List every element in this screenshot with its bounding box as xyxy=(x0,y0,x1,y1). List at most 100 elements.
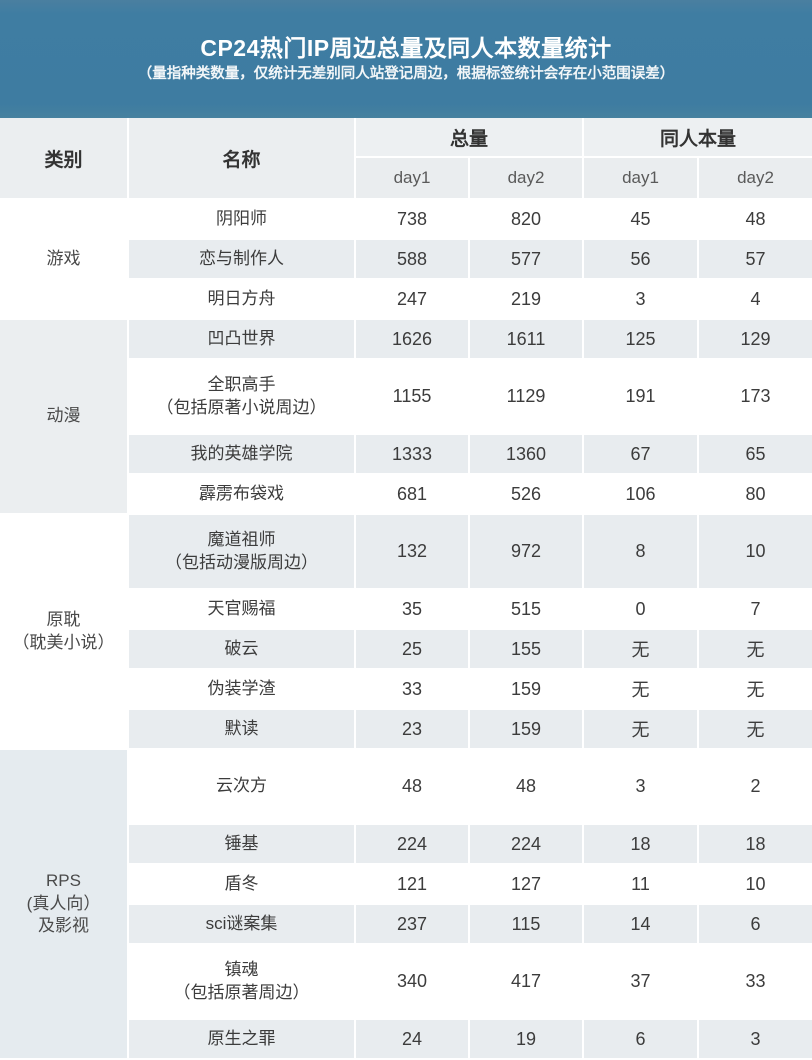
table-row: 盾冬 121 127 11 10 xyxy=(0,864,812,905)
table-row: 天官赐福 35 515 0 7 xyxy=(0,589,812,630)
doujin-day2-cell: 无 xyxy=(698,709,812,750)
ip-name-line: 全职高手 xyxy=(207,374,276,394)
total-day1-cell: 1155 xyxy=(355,359,470,435)
doujin-day1-cell: 无 xyxy=(583,709,700,750)
total-day2-cell: 127 xyxy=(469,864,585,905)
total-day1-cell: 33 xyxy=(355,669,470,710)
doujin-day2-cell: 7 xyxy=(698,589,812,630)
total-day1-cell: 121 xyxy=(355,864,470,905)
header-category: 类别 xyxy=(0,118,129,200)
total-day2-cell: 1611 xyxy=(469,319,585,360)
doujin-day2-cell: 10 xyxy=(698,514,812,590)
total-day1-cell: 588 xyxy=(355,239,470,280)
doujin-day1-cell: 3 xyxy=(583,749,700,825)
total-day1-cell: 25 xyxy=(355,629,470,670)
ip-name-cell: 霹雳布袋戏 xyxy=(128,474,356,515)
total-day2-cell: 526 xyxy=(469,474,585,515)
total-day2-cell: 159 xyxy=(469,669,585,710)
table-row: 破云 25 155 无无 xyxy=(0,629,812,670)
header-total-day1: day1 xyxy=(355,157,470,200)
category-cell-2: 动漫 xyxy=(0,319,129,515)
doujin-day2-cell: 2 xyxy=(698,749,812,825)
doujin-day2-cell: 3 xyxy=(698,1019,812,1060)
total-day1-cell: 738 xyxy=(355,199,470,240)
doujin-day1-cell: 3 xyxy=(583,279,700,320)
total-day1-cell: 224 xyxy=(355,824,470,865)
ip-name-line: （包括动漫版周边） xyxy=(165,552,318,572)
total-day1-cell: 24 xyxy=(355,1019,470,1060)
category-label-line: 动漫 xyxy=(46,406,81,426)
category-label-line: (真人向） xyxy=(26,893,101,913)
ip-name-line: （包括原著周边） xyxy=(173,982,310,1002)
total-day2-cell: 219 xyxy=(469,279,585,320)
ip-name-cell: 伪装学渣 xyxy=(128,669,356,710)
header-doujin-day1: day1 xyxy=(583,157,700,200)
page-title: CP24热门IP周边总量及同人本数量统计 xyxy=(200,34,612,61)
ip-name-cell: 恋与制作人 xyxy=(128,239,356,280)
ip-name-cell: 默读 xyxy=(128,709,356,750)
ip-name-line: 明日方舟 xyxy=(207,288,276,308)
category-label-line: 游戏 xyxy=(46,248,81,268)
ip-name-line: 我的英雄学院 xyxy=(190,443,293,463)
doujin-day1-cell: 14 xyxy=(583,904,700,945)
doujin-day2-cell: 无 xyxy=(698,669,812,710)
doujin-day1-cell: 37 xyxy=(583,944,700,1020)
total-day1-cell: 23 xyxy=(355,709,470,750)
header-group-doujin: 同人本量 xyxy=(583,118,812,158)
total-day2-cell: 972 xyxy=(469,514,585,590)
statistics-table-container: 类别 名称 总量 同人本量 day1 day2 day1 day2 游戏 阴阳师 7… xyxy=(0,118,812,1060)
table-header-row-2: day1 day2 day1 day2 xyxy=(0,157,812,200)
total-day1-cell: 132 xyxy=(355,514,470,590)
ip-name-cell: 原生之罪 xyxy=(128,1019,356,1060)
header-name: 名称 xyxy=(128,118,356,200)
total-day2-cell: 19 xyxy=(469,1019,585,1060)
ip-name-line: 霹雳布袋戏 xyxy=(199,483,284,503)
doujin-day2-cell: 10 xyxy=(698,864,812,905)
doujin-day2-cell: 无 xyxy=(698,629,812,670)
category-label-line: 及影视 xyxy=(38,916,89,936)
table-row: 动漫 凹凸世界 1626 1611 125 129 xyxy=(0,319,812,515)
doujin-day2-cell: 129 xyxy=(698,319,812,360)
ip-name-cell: 魔道祖师 （包括动漫版周边） xyxy=(128,514,356,590)
ip-name-cell: sci谜案集 xyxy=(128,904,356,945)
doujin-day1-cell: 0 xyxy=(583,589,700,630)
total-day2-cell: 577 xyxy=(469,239,585,280)
doujin-day1-cell: 无 xyxy=(583,629,700,670)
table-row: 默读 23 159 无无 xyxy=(0,709,812,750)
ip-name-cell: 破云 xyxy=(128,629,356,670)
doujin-day2-cell: 65 xyxy=(698,434,812,475)
doujin-day2-cell: 6 xyxy=(698,904,812,945)
total-day1-cell: 340 xyxy=(355,944,470,1020)
ip-name-line: 锤基 xyxy=(224,833,259,853)
ip-name-cell: 明日方舟 xyxy=(128,279,356,320)
doujin-day1-cell: 11 xyxy=(583,864,700,905)
ip-name-line: 云次方 xyxy=(216,776,267,796)
ip-name-line: 盾冬 xyxy=(224,873,259,893)
doujin-day2-cell: 57 xyxy=(698,239,812,280)
ip-name-line: 原生之罪 xyxy=(207,1028,276,1048)
ip-name-line: 默读 xyxy=(224,718,259,738)
ip-name-line: 阴阳师 xyxy=(216,208,267,228)
table-row: 我的英雄学院 1333 1360 67 65 xyxy=(0,434,812,475)
doujin-day1-cell: 106 xyxy=(583,474,700,515)
category-label-line: 原耽 xyxy=(46,609,81,629)
doujin-day1-cell: 191 xyxy=(583,359,700,435)
doujin-day1-cell: 无 xyxy=(583,669,700,710)
header-group-total: 总量 xyxy=(355,118,585,158)
total-day2-cell: 417 xyxy=(469,944,585,1020)
total-day2-cell: 515 xyxy=(469,589,585,630)
ip-name-line: 魔道祖师 xyxy=(207,529,276,549)
ip-name-line: （包括原著小说周边） xyxy=(156,397,327,417)
table-row: sci谜案集 237 115 14 6 xyxy=(0,904,812,945)
table-row: 全职高手 （包括原著小说周边） 1155 1129 191 173 xyxy=(0,359,812,435)
ip-name-line: 恋与制作人 xyxy=(199,248,284,268)
total-day1-cell: 1333 xyxy=(355,434,470,475)
doujin-day2-cell: 48 xyxy=(698,199,812,240)
table-row: 明日方舟 247 219 3 4 xyxy=(0,279,812,320)
ip-name-cell: 锤基 xyxy=(128,824,356,865)
doujin-day2-cell: 173 xyxy=(698,359,812,435)
ip-name-cell: 天官赐福 xyxy=(128,589,356,630)
doujin-day2-cell: 80 xyxy=(698,474,812,515)
total-day2-cell: 1129 xyxy=(469,359,585,435)
category-cell-3: 原耽 （耽美小说） xyxy=(0,514,129,750)
